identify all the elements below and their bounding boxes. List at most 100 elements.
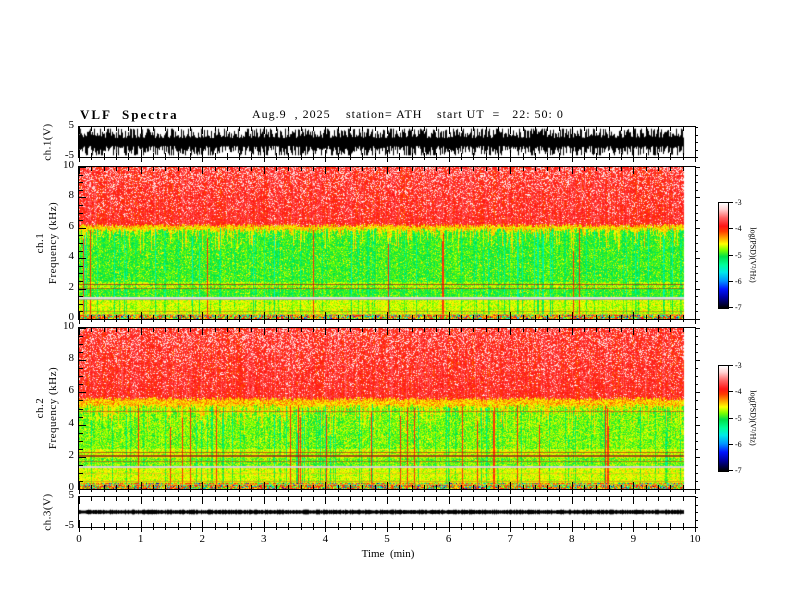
tick-mark	[695, 368, 698, 369]
tick-mark	[559, 485, 560, 489]
tick-mark	[215, 497, 216, 501]
tick-mark	[646, 157, 647, 160]
tick-mark	[79, 220, 83, 221]
tick-mark	[165, 157, 166, 160]
tick-mark	[91, 497, 92, 501]
tick-mark	[153, 157, 154, 160]
tick-mark	[350, 527, 351, 530]
tick-mark	[584, 328, 585, 332]
tick-mark	[695, 417, 698, 418]
tick-mark	[79, 167, 86, 168]
tick-mark	[695, 512, 698, 513]
tick-mark	[190, 527, 191, 530]
tick-mark	[276, 328, 277, 332]
tick-mark	[695, 157, 698, 158]
tick-mark	[362, 127, 363, 131]
tick-mark	[498, 523, 499, 527]
tick-mark	[141, 328, 142, 335]
tick-mark	[646, 127, 647, 131]
tick-mark	[91, 157, 92, 160]
tick-mark	[424, 485, 425, 489]
tick-mark	[621, 485, 622, 489]
colorbar-tick	[729, 281, 733, 282]
tick-mark	[461, 153, 462, 157]
tick-mark	[91, 527, 92, 530]
tick-mark	[325, 520, 326, 527]
tick-mark	[695, 400, 698, 401]
tick-mark	[79, 281, 83, 282]
x-tick-label: 2	[199, 533, 205, 545]
tick-mark	[264, 167, 265, 174]
tick-mark	[695, 273, 698, 274]
tick-mark	[362, 497, 363, 501]
tick-mark	[436, 523, 437, 527]
tick-mark	[695, 425, 700, 426]
tick-mark	[227, 523, 228, 527]
tick-mark	[104, 489, 105, 492]
tick-mark	[251, 527, 252, 530]
tick-mark	[79, 296, 83, 297]
tick-mark	[79, 473, 83, 474]
tick-mark	[301, 315, 302, 319]
tick-mark	[227, 328, 228, 332]
tick-mark	[313, 127, 314, 131]
tick-mark	[387, 527, 388, 532]
tick-mark	[350, 315, 351, 319]
tick-mark	[325, 328, 326, 335]
tick-mark	[621, 315, 622, 319]
tick-mark	[104, 315, 105, 319]
tick-mark	[547, 328, 548, 332]
tick-mark	[535, 167, 536, 171]
tick-mark	[449, 497, 450, 504]
tick-mark	[449, 312, 450, 319]
tick-mark	[104, 497, 105, 501]
x-tick-label: 4	[322, 533, 329, 545]
tick-mark	[399, 167, 400, 171]
tick-mark	[251, 485, 252, 489]
tick-mark	[633, 167, 634, 174]
tick-mark	[141, 312, 142, 319]
tick-mark	[104, 127, 105, 131]
tick-mark	[79, 251, 83, 252]
tick-mark	[486, 523, 487, 527]
tick-mark	[79, 175, 83, 176]
y-tick-label: 5	[68, 489, 75, 501]
tick-mark	[301, 328, 302, 332]
tick-mark	[461, 489, 462, 492]
tick-mark	[116, 527, 117, 530]
tick-mark	[695, 167, 700, 168]
tick-mark	[473, 127, 474, 131]
tick-mark	[338, 153, 339, 157]
tick-mark	[128, 497, 129, 501]
tick-mark	[153, 527, 154, 530]
tick-mark	[325, 312, 326, 319]
tick-mark	[584, 485, 585, 489]
tick-mark	[596, 485, 597, 489]
tick-mark	[399, 489, 400, 492]
tick-mark	[695, 150, 698, 151]
colorbar-tick-label: -4	[735, 224, 742, 234]
tick-mark	[523, 167, 524, 171]
tick-mark	[559, 319, 560, 322]
tick-mark	[264, 497, 265, 504]
tick-mark	[596, 328, 597, 332]
tick-mark	[362, 489, 363, 492]
tick-mark	[362, 157, 363, 160]
tick-mark	[264, 127, 265, 134]
tick-mark	[79, 409, 83, 410]
tick-mark	[141, 157, 142, 162]
y-tick-label: -5	[64, 519, 74, 531]
tick-mark	[239, 153, 240, 157]
tick-mark	[523, 523, 524, 527]
tick-mark	[178, 315, 179, 319]
tick-mark	[695, 527, 696, 532]
tick-mark	[104, 485, 105, 489]
ch1-spectrogram-ylabel: ch.1 Frequency (kHz)	[34, 202, 60, 284]
tick-mark	[227, 153, 228, 157]
tick-mark	[510, 497, 511, 504]
tick-mark	[79, 213, 83, 214]
ch1-spectrogram-ylabel-axis: Frequency (kHz)	[47, 201, 59, 285]
tick-mark	[683, 328, 684, 332]
tick-mark	[239, 157, 240, 160]
tick-mark	[387, 497, 388, 504]
